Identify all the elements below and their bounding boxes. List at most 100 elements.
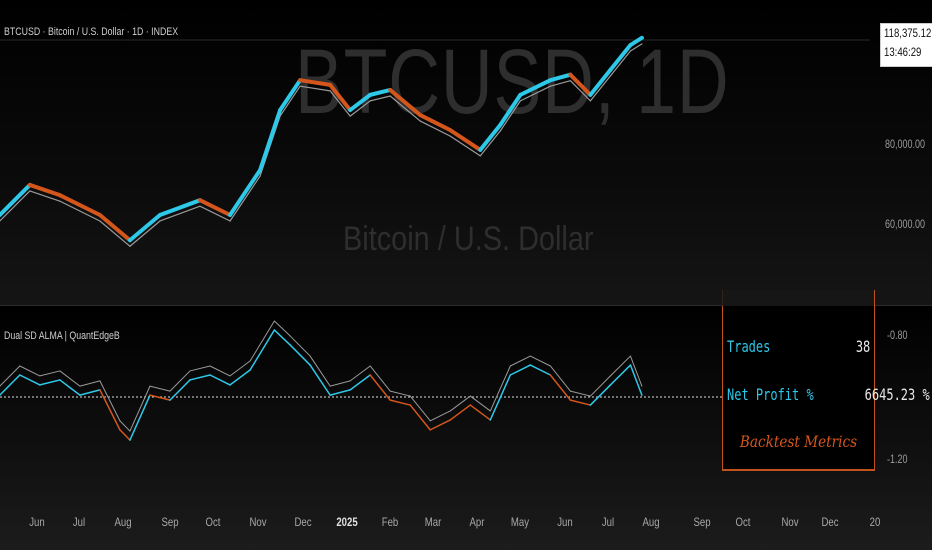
oscillator-signal-line — [59, 370, 81, 387]
oscillator-line-segment — [489, 374, 512, 421]
oscillator-signal-line — [309, 355, 331, 387]
alma-band-line — [629, 43, 643, 52]
oscillator-signal-line — [569, 390, 591, 397]
time-label: Feb — [381, 515, 399, 529]
oscillator-line-segment — [129, 394, 151, 441]
oscillator-line-segment — [629, 364, 643, 396]
price-pane[interactable] — [0, 0, 932, 305]
oscillator-line-segment — [249, 329, 276, 371]
oscillator-signal-line — [129, 385, 151, 432]
oscillator-line-segment — [79, 389, 101, 396]
alma-band-line — [279, 85, 301, 117]
oscillator-signal-line — [189, 365, 211, 372]
time-label: Aug — [114, 515, 132, 529]
indicator-axis-label: -1.20 — [887, 452, 908, 466]
time-label: May — [510, 515, 530, 529]
time-label: Sep — [693, 515, 711, 529]
alma-line-segment — [258, 108, 283, 173]
watermark-description: Bitcoin / U.S. Dollar — [343, 220, 594, 258]
oscillator-signal-line — [229, 360, 251, 377]
oscillator-line-segment — [229, 369, 251, 386]
alma-band-line — [569, 80, 592, 102]
alma-line-segment — [548, 72, 573, 83]
metric-row-net-profit: Net Profit % 6645.23 % — [727, 385, 929, 404]
oscillator-signal-line — [119, 420, 131, 432]
oscillator-signal-line — [489, 365, 511, 412]
alma-band-line — [549, 80, 571, 87]
time-label: Jun — [29, 515, 45, 529]
alma-line-segment — [328, 82, 353, 113]
price-axis-label: 60,000.00 — [885, 217, 926, 231]
alma-band-line — [479, 130, 501, 157]
symbol-legend[interactable]: BTCUSD · Bitcoin / U.S. Dollar · 1D · IN… — [4, 26, 179, 38]
oscillator-line-segment — [429, 419, 452, 431]
alma-line-segment — [588, 67, 613, 97]
time-label: Nov — [781, 515, 799, 529]
oscillator-signal-line — [549, 365, 571, 392]
alma-line-segment — [448, 128, 483, 152]
oscillator-line-segment — [449, 404, 472, 421]
alma-line-segment — [157, 198, 203, 217]
metric-label: Net Profit % — [727, 385, 814, 404]
oscillator-line-segment — [329, 389, 351, 396]
price-series — [0, 35, 644, 247]
alma-line-segment — [418, 113, 453, 133]
time-axis[interactable] — [0, 470, 932, 550]
oscillator-line-segment — [189, 374, 211, 381]
oscillator-signal-line — [609, 355, 631, 377]
alma-band-line — [419, 120, 451, 137]
alma-line-segment — [478, 122, 503, 152]
last-price: 118,375.12 — [884, 26, 932, 40]
oscillator-signal-line — [529, 355, 551, 367]
alma-band-line — [499, 100, 521, 132]
oscillator-signal-line — [39, 370, 61, 377]
backtest-metrics-table: Trades 38 Net Profit % 6645.23 % Backtes… — [722, 290, 929, 471]
oscillator-signal-line — [149, 385, 171, 392]
oscillator-signal-line — [99, 380, 121, 422]
alma-line-segment — [498, 92, 523, 127]
time-label: Mar — [424, 515, 442, 529]
oscillator-line-segment — [369, 374, 391, 401]
oscillator-series — [0, 320, 643, 441]
oscillator-signal-line — [629, 355, 643, 387]
alma-line-segment — [278, 78, 303, 113]
alma-band-line — [199, 205, 231, 222]
pane-overlap — [722, 290, 874, 306]
oscillator-signal-line — [429, 410, 451, 422]
alma-band-line — [349, 100, 371, 117]
time-label: 2025 — [336, 515, 358, 529]
alma-line-segment — [568, 72, 593, 97]
oscillator-signal-line — [79, 380, 101, 387]
oscillator-line-segment — [39, 379, 61, 386]
indicator-legend[interactable]: Dual SD ALMA | QuantEdgeB — [4, 330, 120, 342]
oscillator-line-segment — [119, 429, 131, 441]
time-label: Nov — [249, 515, 267, 529]
oscillator-line-segment — [569, 399, 592, 406]
oscillator-line-segment — [273, 329, 291, 346]
oscillator-line-segment — [349, 374, 371, 391]
alma-line-segment — [368, 87, 393, 97]
pane-divider[interactable] — [0, 305, 932, 306]
alma-line-segment — [388, 87, 423, 118]
oscillator-signal-line — [329, 380, 351, 387]
alma-line-segment — [298, 78, 333, 87]
alma-line-segment — [628, 35, 644, 48]
oscillator-line-segment — [469, 404, 492, 421]
alma-band-line — [589, 75, 612, 102]
alma-band-line — [229, 175, 261, 222]
time-label: Oct — [205, 515, 221, 529]
time-label: Dec — [821, 515, 839, 529]
time-label: Jul — [72, 515, 86, 529]
alma-line-segment — [27, 182, 62, 198]
oscillator-signal-line — [273, 320, 291, 337]
oscillator-signal-line — [389, 390, 411, 397]
time-label: Oct — [735, 515, 751, 529]
alma-band-line — [129, 220, 161, 247]
oscillator-signal-line — [449, 395, 471, 412]
alma-line-segment — [518, 78, 553, 97]
alma-band-line — [449, 135, 481, 157]
alma-band-line — [29, 190, 61, 202]
last-price-label: 118,375.12 13:46:29 — [880, 23, 932, 67]
alma-line-segment — [57, 193, 102, 217]
